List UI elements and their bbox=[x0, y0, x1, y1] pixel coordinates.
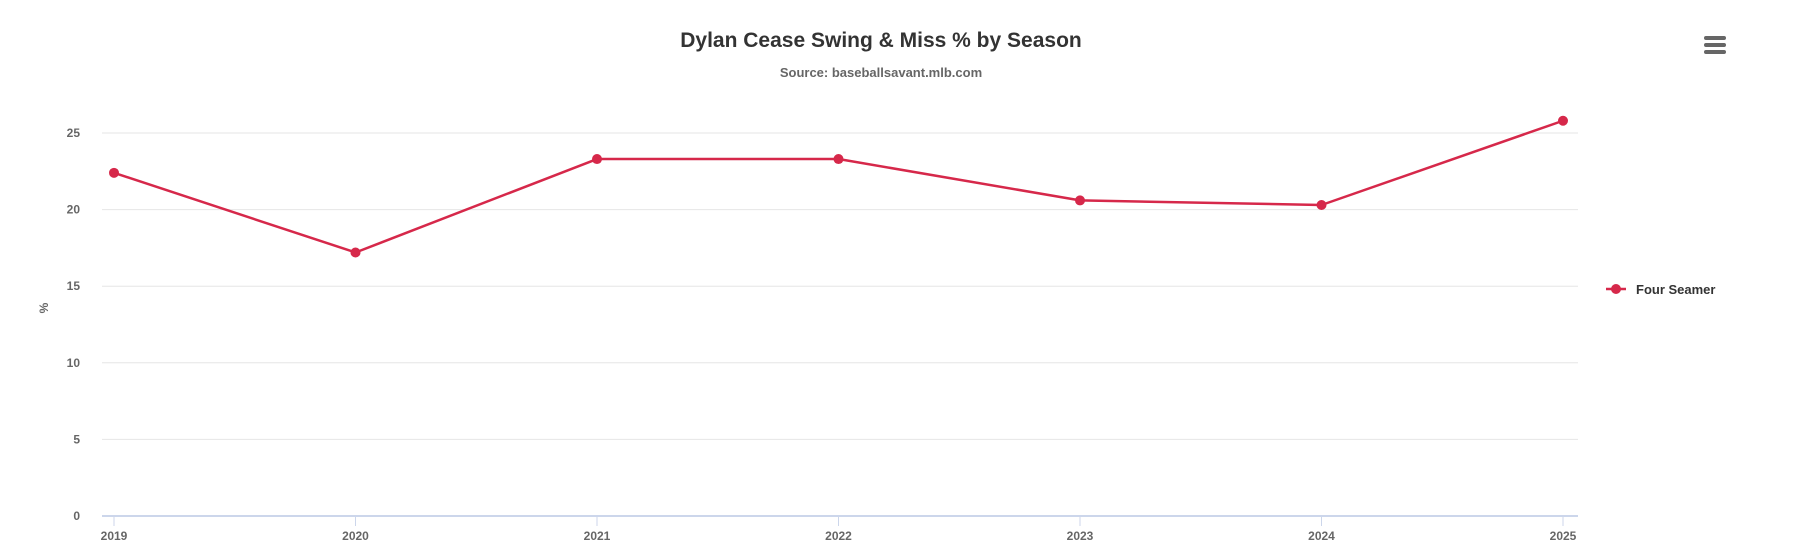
data-point-2021[interactable] bbox=[592, 154, 602, 165]
y-tick-label: 0 bbox=[73, 509, 80, 523]
y-axis-label: % bbox=[37, 302, 51, 313]
x-tick-label: 2021 bbox=[584, 529, 611, 543]
y-tick-label: 25 bbox=[67, 126, 81, 140]
x-tick-label: 2020 bbox=[342, 529, 369, 543]
y-tick-label: 10 bbox=[67, 356, 81, 370]
data-point-2023[interactable] bbox=[1075, 195, 1085, 206]
legend-dot-marker bbox=[1611, 284, 1621, 294]
chart-title: Dylan Cease Swing & Miss % by Season bbox=[680, 29, 1081, 52]
data-point-2022[interactable] bbox=[833, 154, 844, 165]
y-tick-label: 15 bbox=[67, 279, 81, 293]
hamburger-menu-icon bbox=[1704, 36, 1726, 54]
data-point-2024[interactable] bbox=[1316, 200, 1327, 211]
y-tick-label: 20 bbox=[67, 203, 81, 217]
x-tick-label: 2022 bbox=[825, 529, 852, 543]
data-point-2020[interactable] bbox=[350, 247, 361, 258]
chart-subtitle: Source: baseballsavant.mlb.com bbox=[780, 65, 982, 80]
x-tick-label: 2025 bbox=[1550, 529, 1577, 543]
x-tick-label: 2019 bbox=[101, 529, 128, 543]
legend-item-four-seamer[interactable]: Four Seamer bbox=[1606, 282, 1715, 297]
data-point-2019[interactable] bbox=[109, 167, 119, 178]
data-point-2025[interactable] bbox=[1558, 115, 1568, 126]
series-line-four-seamer bbox=[113, 119, 1564, 254]
legend-label: Four Seamer bbox=[1636, 282, 1715, 297]
x-tick-label: 2024 bbox=[1308, 529, 1335, 543]
y-tick-label: 5 bbox=[73, 432, 80, 446]
x-tick-label: 2023 bbox=[1067, 529, 1094, 543]
menu-button[interactable] bbox=[1700, 34, 1728, 58]
